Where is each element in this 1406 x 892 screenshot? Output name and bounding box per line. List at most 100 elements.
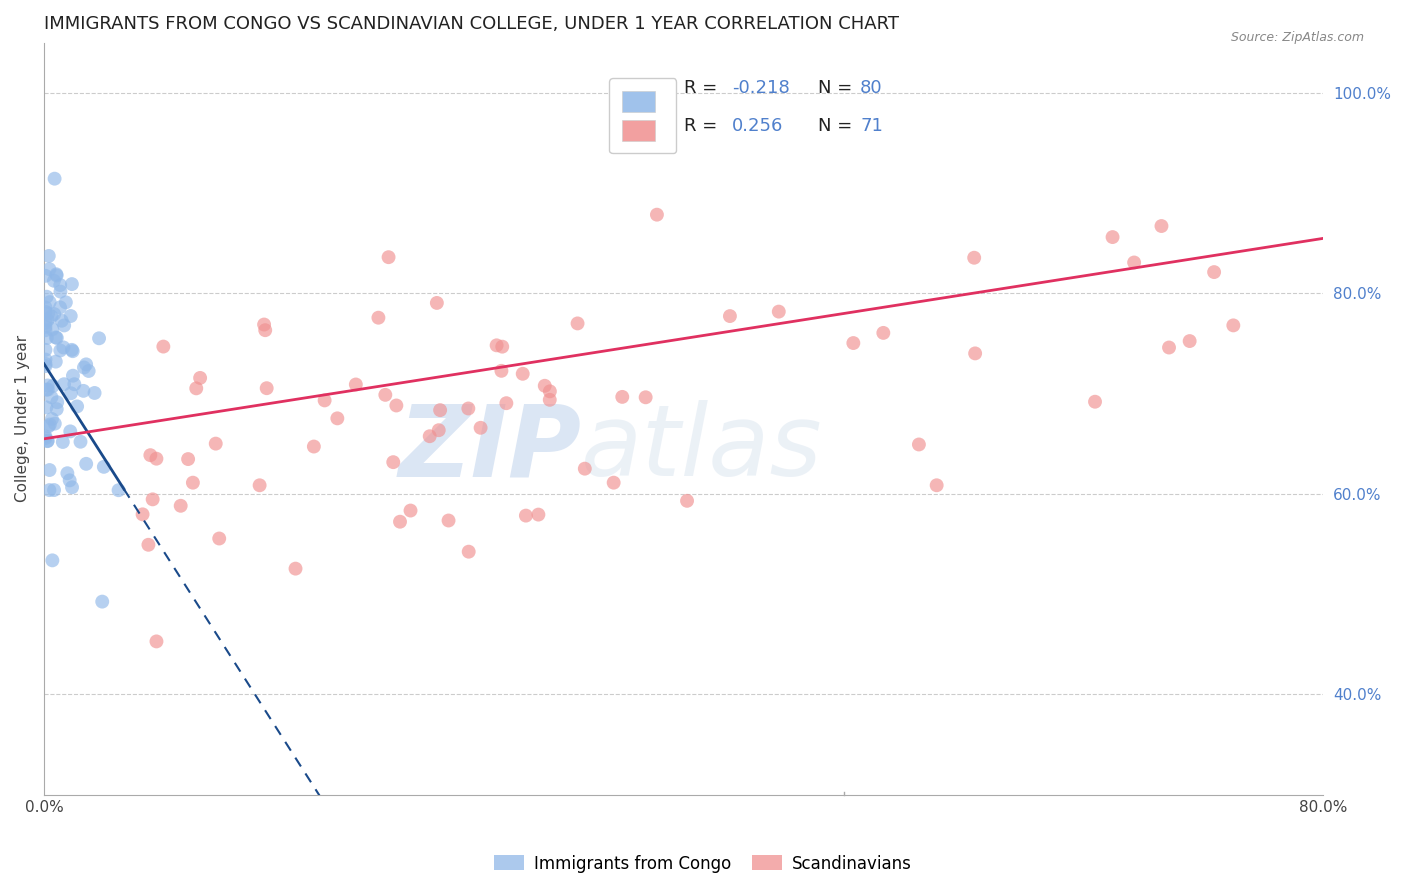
Point: [437, 514, 460, 528]
Point: [41, 322, 63, 336]
Point: [1204, 265, 1226, 279]
Text: atlas: atlas: [581, 401, 823, 498]
Point: [419, 429, 441, 443]
Point: [107, 483, 129, 498]
Point: [485, 338, 508, 352]
Point: [66, 400, 89, 414]
Point: [538, 392, 561, 407]
Point: [284, 561, 307, 575]
Point: [63, 377, 86, 392]
Text: 80: 80: [860, 79, 883, 97]
Point: [34, 316, 56, 330]
Point: [59, 309, 82, 323]
Point: [872, 326, 894, 340]
Point: [152, 340, 174, 354]
Point: [131, 508, 153, 522]
Point: [45, 267, 67, 281]
Point: [908, 437, 931, 451]
Point: [34, 357, 56, 371]
Point: [177, 452, 200, 467]
Point: [42, 483, 65, 497]
Point: [645, 208, 668, 222]
Point: [44, 307, 66, 321]
Point: [51, 314, 73, 328]
Point: [512, 367, 534, 381]
Point: [1084, 394, 1107, 409]
Point: [457, 544, 479, 558]
Point: [1178, 334, 1201, 348]
Point: [181, 475, 204, 490]
Point: [1123, 255, 1146, 269]
Point: [34, 305, 56, 319]
Point: [52, 340, 75, 354]
Point: [634, 390, 657, 404]
Point: [60, 277, 83, 291]
Point: [35, 383, 58, 397]
Point: [44, 417, 66, 431]
Point: [34, 319, 56, 334]
Point: [52, 435, 75, 450]
Point: [53, 318, 76, 333]
Point: [59, 474, 82, 488]
Point: [62, 368, 84, 383]
Text: 0.256: 0.256: [733, 117, 783, 135]
Point: [38, 483, 60, 497]
Point: [41, 412, 63, 426]
Point: [457, 401, 479, 416]
Point: [46, 395, 69, 409]
Point: [45, 268, 67, 283]
Point: [37, 313, 59, 327]
Point: [38, 463, 60, 477]
Point: [34, 359, 56, 373]
Point: [42, 274, 65, 288]
Point: [38, 295, 60, 310]
Point: [1222, 318, 1244, 333]
Point: [963, 251, 986, 265]
Point: [253, 318, 276, 332]
Text: N =: N =: [818, 79, 858, 97]
Point: [34, 429, 56, 443]
Point: [1150, 219, 1173, 233]
Point: [38, 262, 60, 277]
Point: [44, 171, 66, 186]
Point: [49, 343, 72, 358]
Point: [515, 508, 537, 523]
Point: [49, 278, 72, 293]
Point: [612, 390, 634, 404]
Point: [139, 448, 162, 462]
Point: [34, 301, 56, 315]
Point: [145, 451, 167, 466]
Point: [87, 331, 110, 345]
Point: [382, 455, 405, 469]
Point: [34, 343, 56, 357]
Point: [72, 384, 94, 398]
Point: [49, 285, 72, 299]
Point: [34, 431, 56, 445]
Text: R =: R =: [683, 117, 728, 135]
Point: [41, 310, 63, 324]
Point: [35, 401, 58, 415]
Point: [965, 346, 987, 360]
Point: [73, 360, 96, 375]
Text: ZIP: ZIP: [398, 401, 581, 498]
Legend: , : ,: [609, 78, 676, 153]
Point: [37, 378, 59, 392]
Point: [1101, 230, 1123, 244]
Point: [377, 250, 399, 264]
Point: [69, 434, 91, 449]
Point: [38, 249, 60, 263]
Point: [602, 475, 624, 490]
Point: [718, 309, 741, 323]
Point: [77, 364, 100, 378]
Point: [35, 290, 58, 304]
Point: [256, 381, 278, 395]
Point: [45, 330, 67, 344]
Point: [34, 352, 56, 367]
Point: [326, 411, 349, 425]
Point: [34, 323, 56, 337]
Point: [75, 457, 97, 471]
Point: [62, 344, 84, 359]
Point: [1157, 341, 1180, 355]
Point: [427, 423, 450, 437]
Text: N =: N =: [818, 117, 858, 135]
